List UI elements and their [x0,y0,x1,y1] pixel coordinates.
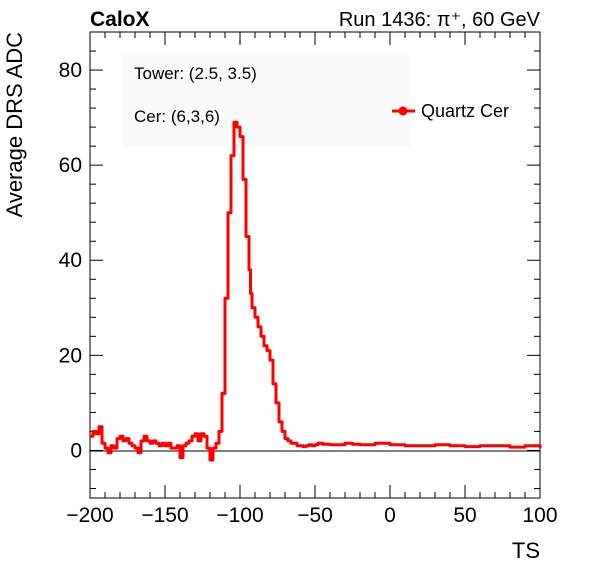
y-tick-label: 80 [59,59,82,82]
axis-ticks [89,31,541,498]
run-info-label: Run 1436: π⁺, 60 GeV [339,9,541,31]
legend-marker [398,106,408,116]
experiment-label: CaloX [90,8,150,31]
y-tick-label: 40 [59,249,82,272]
x-tick-label: −200 [66,504,113,527]
tick-labels: −200 −150 −100 −50 0 50 100 0 20 40 60 80 [59,59,558,527]
series-line-quartz-cer [90,120,542,462]
x-tick-label: 100 [522,504,557,527]
x-tick-label: 0 [384,504,396,527]
tower-annotation: Tower: (2.5, 3.5) [134,64,257,83]
x-axis-title: TS [512,538,540,563]
y-tick-label: 60 [59,154,82,177]
y-tick-label: 20 [59,344,82,367]
cer-annotation: Cer: (6,3,6) [134,107,220,126]
legend: Quartz Cer [392,101,509,121]
y-tick-label: 0 [70,439,82,462]
y-axis-title: Average DRS ADC [2,32,27,218]
x-tick-label: 50 [453,504,476,527]
x-tick-label: −100 [216,504,263,527]
legend-label: Quartz Cer [421,101,509,121]
x-tick-label: −50 [297,504,333,527]
annotation-box [122,55,410,147]
x-tick-label: −150 [141,504,188,527]
